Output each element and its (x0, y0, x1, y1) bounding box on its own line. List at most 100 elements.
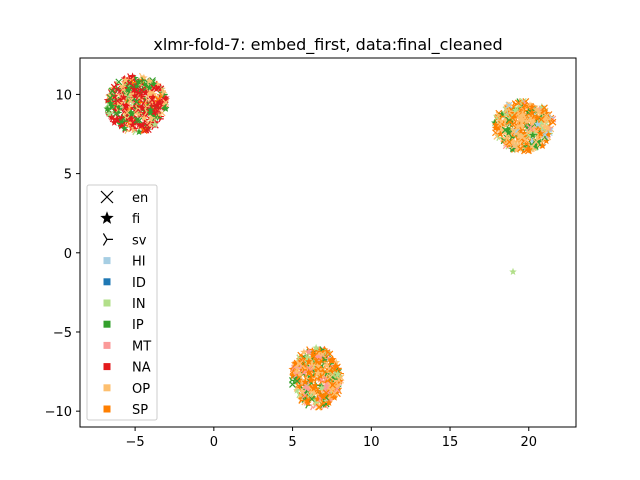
data-point (119, 93, 128, 101)
data-point (149, 115, 157, 123)
data-point (304, 398, 312, 407)
data-point (131, 74, 139, 82)
data-point (511, 106, 520, 114)
data-point (293, 377, 301, 385)
data-point (311, 390, 317, 398)
legend-swatch (103, 384, 111, 392)
data-point (314, 365, 322, 373)
tri-left-icon (102, 233, 113, 246)
data-point (120, 86, 126, 94)
data-point (514, 105, 522, 113)
data-point (494, 123, 500, 131)
data-point (125, 105, 134, 113)
data-point (516, 131, 522, 139)
data-point (515, 139, 523, 147)
data-point (301, 378, 309, 386)
legend-swatch (103, 320, 111, 328)
data-point (140, 73, 148, 81)
data-point (113, 115, 122, 123)
data-point (538, 107, 547, 115)
data-point (141, 95, 150, 103)
data-point (331, 376, 339, 384)
data-point (148, 96, 156, 104)
outlier-point (509, 267, 517, 275)
data-point (312, 357, 320, 365)
data-point (515, 111, 524, 119)
data-point (108, 102, 116, 110)
data-point (303, 385, 310, 393)
x-tick-label: 20 (520, 435, 537, 450)
data-point (506, 105, 514, 113)
data-point (526, 124, 534, 132)
chart-title: xlmr-fold-7: embed_first, data:final_cle… (153, 35, 502, 55)
data-point (111, 106, 120, 114)
data-point (127, 109, 136, 118)
data-point (505, 138, 513, 146)
data-point (316, 371, 324, 380)
data-point (532, 138, 540, 146)
legend-swatch (103, 341, 111, 349)
data-point (503, 102, 511, 110)
data-point (117, 113, 126, 122)
data-points (103, 72, 557, 411)
data-point (332, 358, 340, 366)
data-point (125, 114, 133, 122)
data-point (528, 118, 537, 126)
data-point (120, 124, 129, 132)
data-point (313, 362, 322, 370)
data-point (127, 114, 135, 122)
data-point (517, 122, 526, 130)
data-point (540, 115, 548, 123)
data-point (128, 121, 137, 129)
legend: en fi sv HI ID IN IP MT NA OP SP (86, 184, 158, 421)
data-point (305, 347, 313, 355)
data-point (300, 361, 309, 370)
data-point (296, 391, 302, 399)
data-point (106, 99, 115, 107)
data-point (516, 116, 524, 123)
data-point (519, 107, 528, 115)
data-point (153, 80, 162, 88)
data-point (313, 395, 322, 403)
data-point (329, 381, 337, 389)
data-point (135, 77, 143, 85)
legend-label: ID (132, 276, 146, 291)
data-point (326, 350, 334, 358)
x-tick-label: −5 (126, 435, 145, 450)
data-point (498, 110, 506, 118)
y-tick-label: 5 (64, 168, 72, 183)
data-point (149, 93, 157, 101)
x-icon (100, 190, 114, 204)
data-point (123, 109, 131, 117)
data-point (520, 140, 529, 148)
data-point (496, 120, 504, 128)
data-point (538, 102, 546, 111)
data-point (141, 97, 149, 105)
legend-label: fi (132, 212, 140, 227)
data-point (141, 88, 149, 96)
data-point (336, 365, 342, 372)
data-point (298, 377, 306, 385)
plot-frame (79, 57, 577, 428)
data-point (541, 122, 549, 130)
data-point (296, 354, 302, 361)
data-point (127, 97, 134, 105)
legend-swatch (103, 405, 111, 413)
data-point (536, 129, 545, 137)
data-point (144, 102, 150, 110)
data-point (122, 102, 131, 110)
data-point (326, 373, 334, 381)
data-point (293, 386, 301, 394)
x-axis: −5 0 5 10 15 20 (126, 427, 537, 450)
data-point (326, 392, 334, 401)
data-point (327, 367, 336, 375)
data-point (106, 94, 114, 102)
data-point (301, 366, 307, 374)
data-point (297, 366, 306, 374)
data-point (526, 101, 534, 109)
data-point (312, 343, 320, 352)
data-point (153, 100, 162, 109)
data-point (315, 365, 324, 373)
data-point (521, 101, 529, 109)
